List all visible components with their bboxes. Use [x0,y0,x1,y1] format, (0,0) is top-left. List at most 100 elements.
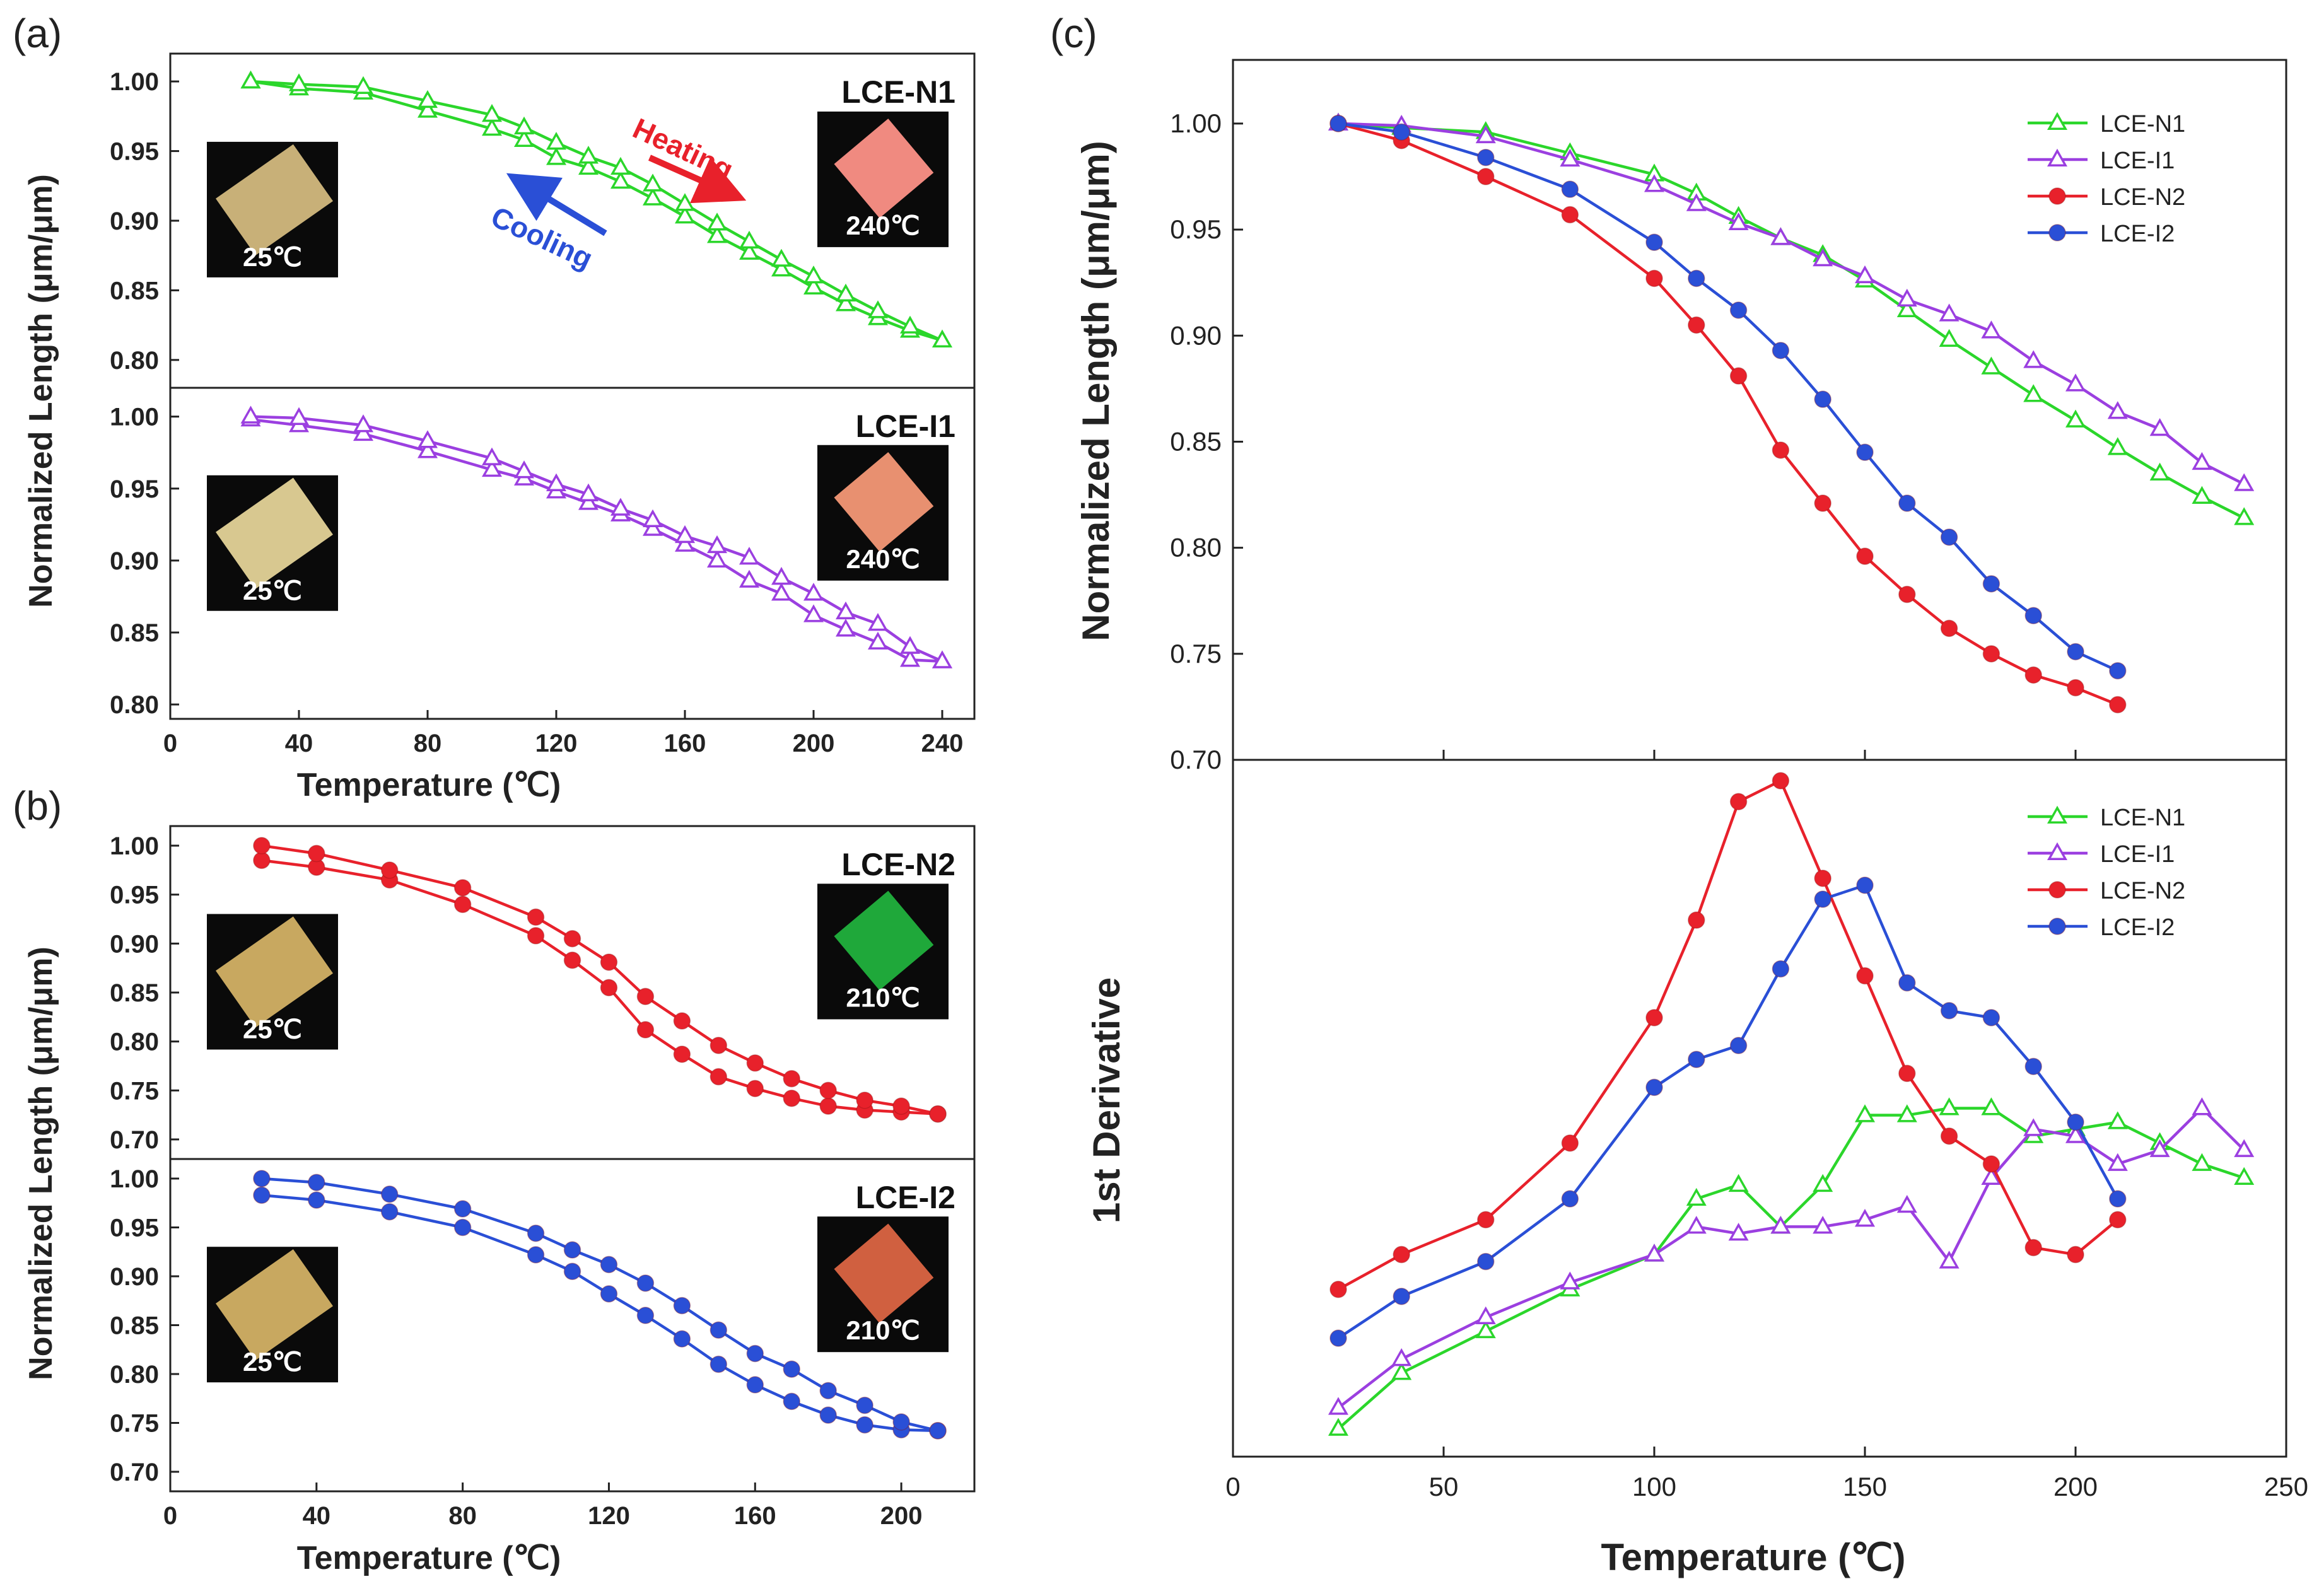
heating-point [892,1413,910,1431]
data-point [1393,1245,1410,1264]
cooling-point [746,1080,764,1097]
panel-c-xlabel: Temperature (℃) [1601,1536,1905,1578]
heating-point [453,1200,472,1218]
data-point [1772,441,1790,459]
heating-point [417,430,438,448]
heating-point [929,1422,947,1440]
data-point [2234,473,2255,491]
data-point [1728,1174,1749,1192]
data-point [1686,193,1707,211]
data-point [2107,401,2128,419]
data-point [1561,1190,1579,1208]
heating-point [771,248,792,267]
cooling-annotation: Cooling [486,173,607,275]
data-point [1896,288,1917,307]
data-point [1772,960,1790,978]
panel-a-x-ticks: 0 40 80 120 160 200 240 [163,710,964,757]
y-tick-label: 0.90 [110,930,159,958]
y-tick-label: 0.80 [110,1361,159,1389]
legend-marker [2048,224,2066,242]
heating-point [563,1241,581,1259]
series-name: LCE-N2 [841,847,955,882]
data-point [2107,437,2128,455]
x-tick-label: 50 [1429,1472,1459,1501]
plot-lce-i1: 0.80 0.85 0.90 0.95 1.00 LCE-I1 25℃ 240℃ [110,387,976,720]
series-line [1337,883,2119,1340]
plot-frame [169,387,976,720]
data-point [1728,1223,1749,1241]
cooling-point [527,1246,545,1264]
series-name: LCE-I1 [856,409,955,444]
heating-point [308,1174,325,1191]
y-tick-label: 0.80 [110,347,159,375]
heating-point [288,407,310,425]
data-point [1896,299,1917,317]
y-tick-label: 0.90 [1170,320,1222,350]
heating-line [261,1177,938,1433]
data-point [1939,1250,1960,1269]
heating-point [513,116,535,135]
data-point [2067,1245,2084,1264]
data-point [1561,206,1579,224]
heating-point [710,1037,728,1054]
sample-right [834,451,934,552]
cooling-point [746,1376,764,1394]
cooling-point [481,117,503,136]
data-point [1391,1362,1412,1380]
legend-label: LCE-N1 [2100,805,2185,831]
heating-point [835,283,856,302]
data-point [1896,1194,1917,1213]
series-name: LCE-N1 [841,74,955,110]
data-point [1813,248,1833,267]
x-tick-label: 240 [921,730,964,757]
heating-point [819,1382,837,1400]
data-point [2107,1111,2128,1129]
data-point [1939,303,1960,322]
data-point [1939,329,1960,347]
panel-c-ylabel-top: Normalized Length (μm/μm) [1075,141,1117,641]
data-point [1329,115,1347,132]
heating-point [308,844,325,863]
heating-point [240,70,261,89]
cooling-point [706,549,728,568]
heating-point [240,405,261,424]
data-point [1939,1097,1960,1115]
data-point [1981,320,2002,339]
data-point [2067,643,2084,661]
data-point [1813,1216,1833,1234]
cooling-point [253,1186,271,1204]
data-point [2234,1139,2255,1157]
cooling-point [642,518,663,536]
inset-left-temperature: 25℃ [243,1014,302,1044]
data-point [1686,1187,1707,1206]
y-tick-label: 0.85 [110,277,159,305]
heating-point [453,879,472,897]
cooling-label: Cooling [486,200,598,275]
data-point [2109,696,2127,714]
x-tick-label: 150 [1843,1472,1887,1501]
data-point [1854,265,1876,284]
heating-point [892,1097,910,1115]
y-tick-label: 1.00 [110,832,159,860]
cooling-point [610,170,631,189]
heating-point [288,73,310,91]
data-point [2107,1153,2128,1171]
heating-point [803,265,824,284]
heating-point [674,525,696,544]
y-tick-label: 1.00 [110,1165,159,1193]
y-tick-label: 0.85 [1170,426,1222,456]
sample-left [216,916,333,1028]
inset-right-temperature: 240℃ [846,544,920,574]
legend-marker [2048,917,2066,935]
x-tick-label: 0 [163,1502,177,1530]
cooling-point [856,1416,873,1434]
cooling-point [600,1285,618,1303]
x-tick-label: 200 [2053,1472,2098,1501]
heating-point [353,414,374,433]
legend-label: LCE-N2 [2100,878,2185,904]
data-point [1814,390,1831,408]
y-tick-label: 1.00 [1170,108,1222,138]
heating-point [527,908,545,926]
data-point [1856,877,1874,894]
data-point [1940,619,1958,638]
